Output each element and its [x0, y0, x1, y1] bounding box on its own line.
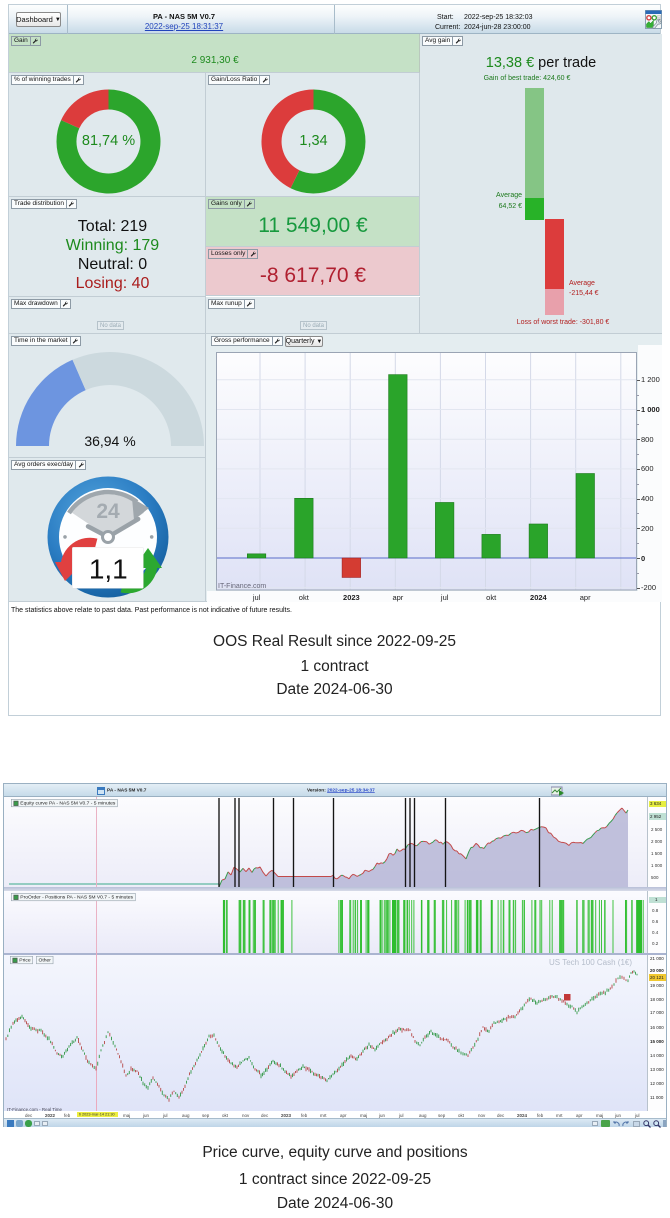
svg-text:24: 24: [96, 500, 120, 523]
svg-text:1,1: 1,1: [89, 554, 128, 585]
